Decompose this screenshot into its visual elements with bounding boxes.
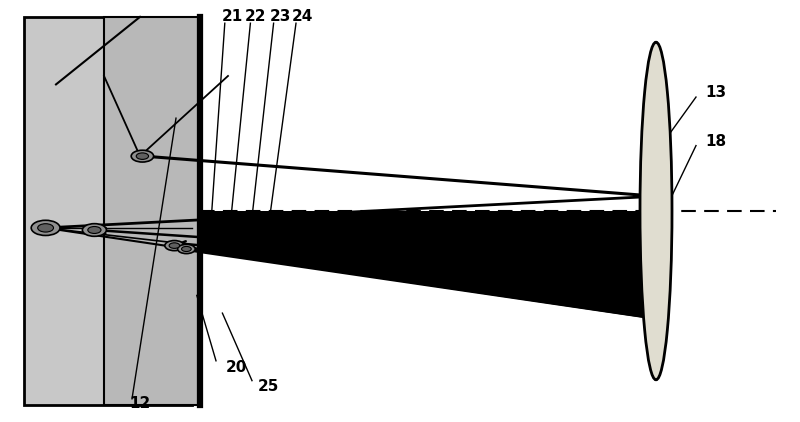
Bar xyxy=(104,17,200,405)
Text: 21: 21 xyxy=(222,9,242,24)
Circle shape xyxy=(178,244,195,254)
Circle shape xyxy=(169,243,180,249)
Text: 18: 18 xyxy=(706,134,726,149)
Text: 12: 12 xyxy=(130,395,150,411)
Circle shape xyxy=(182,246,191,252)
Bar xyxy=(24,17,192,405)
Circle shape xyxy=(131,150,154,162)
Text: 13: 13 xyxy=(706,85,726,100)
Ellipse shape xyxy=(640,42,672,380)
Circle shape xyxy=(165,241,184,251)
Text: 24: 24 xyxy=(292,9,313,24)
Polygon shape xyxy=(200,211,656,319)
Circle shape xyxy=(136,153,149,160)
Circle shape xyxy=(88,227,101,233)
Circle shape xyxy=(31,220,60,235)
Text: 20: 20 xyxy=(226,360,246,375)
Text: 22: 22 xyxy=(246,9,266,24)
Circle shape xyxy=(38,224,54,232)
Circle shape xyxy=(82,224,106,236)
Text: 23: 23 xyxy=(270,9,290,24)
Text: 25: 25 xyxy=(258,379,278,394)
